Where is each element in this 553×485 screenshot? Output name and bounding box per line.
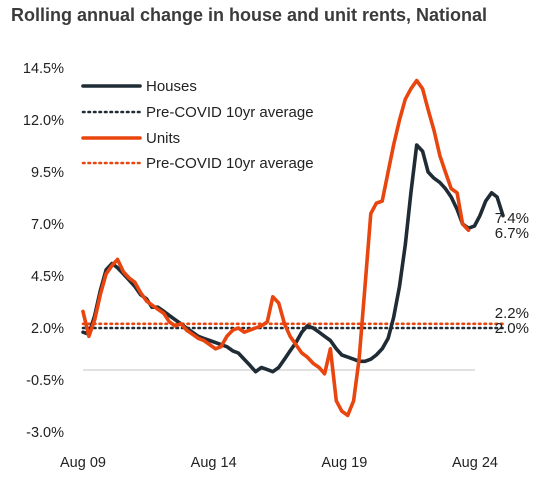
series-line-2 xyxy=(81,78,471,418)
x-tick-label: Aug 09 xyxy=(60,455,106,471)
y-tick-label: 4.5% xyxy=(31,269,64,285)
legend-label-1: Pre-COVID 10yr average xyxy=(146,104,314,121)
x-axis-ticks: Aug 09 Aug 14 Aug 19 Aug 24 xyxy=(60,455,498,471)
y-tick-label: 9.5% xyxy=(31,165,64,181)
end-labels: 7.4%6.7% 2.2%2.0% xyxy=(495,210,529,337)
x-tick-label: Aug 24 xyxy=(452,455,498,471)
y-tick-label: -0.5% xyxy=(26,373,64,389)
legend-label-3: Pre-COVID 10yr average xyxy=(146,155,314,172)
end-label-0: 7.4% xyxy=(495,210,529,227)
end-label-2: 6.7% xyxy=(495,225,529,242)
x-tick-label: Aug 14 xyxy=(191,455,237,471)
chart-title: Rolling annual change in house and unit … xyxy=(11,5,488,25)
end-label-3: 2.2% xyxy=(495,305,529,322)
end-label-1: 2.0% xyxy=(495,320,529,337)
y-tick-label: 7.0% xyxy=(31,217,64,233)
y-tick-label: 2.0% xyxy=(31,321,64,337)
legend-label-2: Units xyxy=(146,130,180,147)
y-tick-label: 12.0% xyxy=(23,113,64,129)
y-axis-ticks: 14.5% 12.0% 9.5% 7.0% 4.5% 2.0% -0.5% -3.0% xyxy=(23,61,64,441)
legend-label-0: Houses xyxy=(146,78,197,95)
legend: Houses Pre-COVID 10yr average Units Pre-COV… xyxy=(81,78,314,172)
y-tick-label: -3.0% xyxy=(26,425,64,441)
series-layer xyxy=(81,78,505,418)
x-tick-label: Aug 19 xyxy=(321,455,367,471)
y-tick-label: 14.5% xyxy=(23,61,64,77)
